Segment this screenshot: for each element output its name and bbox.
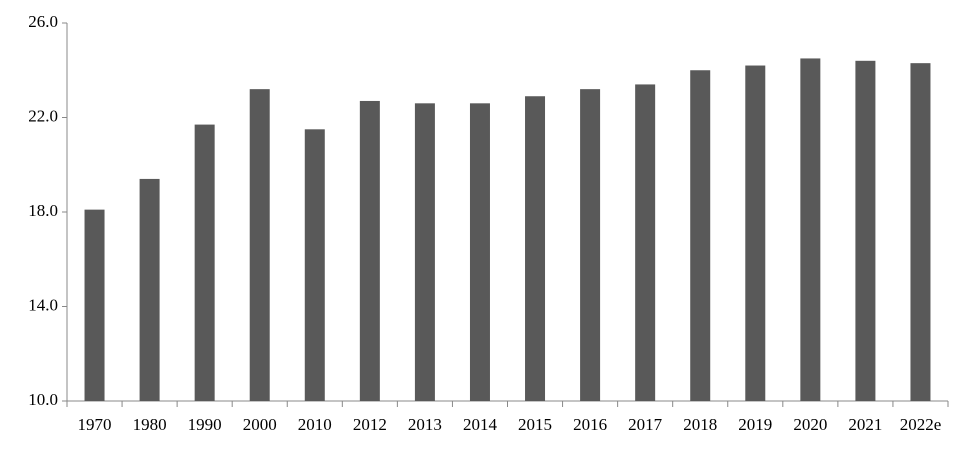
y-tick-label: 22.0: [28, 106, 58, 125]
x-tick-label: 1970: [78, 415, 112, 434]
bar: [800, 58, 821, 401]
bar: [249, 89, 270, 402]
bar: [635, 84, 656, 402]
bar: [855, 60, 876, 402]
x-tick-label: 2020: [793, 415, 827, 434]
x-tick-label: 2000: [243, 415, 277, 434]
x-tick-label: 2013: [408, 415, 442, 434]
bar: [690, 70, 711, 401]
x-tick-label: 2018: [683, 415, 717, 434]
bar: [745, 65, 766, 402]
bar: [194, 124, 215, 402]
x-tick-label: 2010: [298, 415, 332, 434]
x-tick-label: 2021: [848, 415, 882, 434]
x-tick-label: 1990: [188, 415, 222, 434]
bar: [304, 129, 325, 401]
bar: [910, 63, 931, 401]
y-tick-label: 26.0: [28, 12, 58, 31]
bar: [469, 103, 490, 401]
bar: [139, 178, 160, 401]
x-tick-label: 1980: [133, 415, 167, 434]
x-tick-label: 2012: [353, 415, 387, 434]
x-tick-label: 2017: [628, 415, 663, 434]
x-tick-label: 2019: [738, 415, 772, 434]
bar: [359, 100, 380, 402]
y-tick-label: 14.0: [28, 295, 58, 314]
bar: [84, 209, 105, 401]
y-tick-label: 10.0: [28, 390, 58, 409]
x-tick-label: 2022e: [900, 415, 942, 434]
bar: [525, 96, 546, 402]
bar: [414, 103, 435, 401]
x-tick-label: 2015: [518, 415, 552, 434]
x-tick-label: 2016: [573, 415, 607, 434]
y-tick-label: 18.0: [28, 201, 58, 220]
x-tick-label: 2014: [463, 415, 498, 434]
bar: [580, 89, 601, 402]
